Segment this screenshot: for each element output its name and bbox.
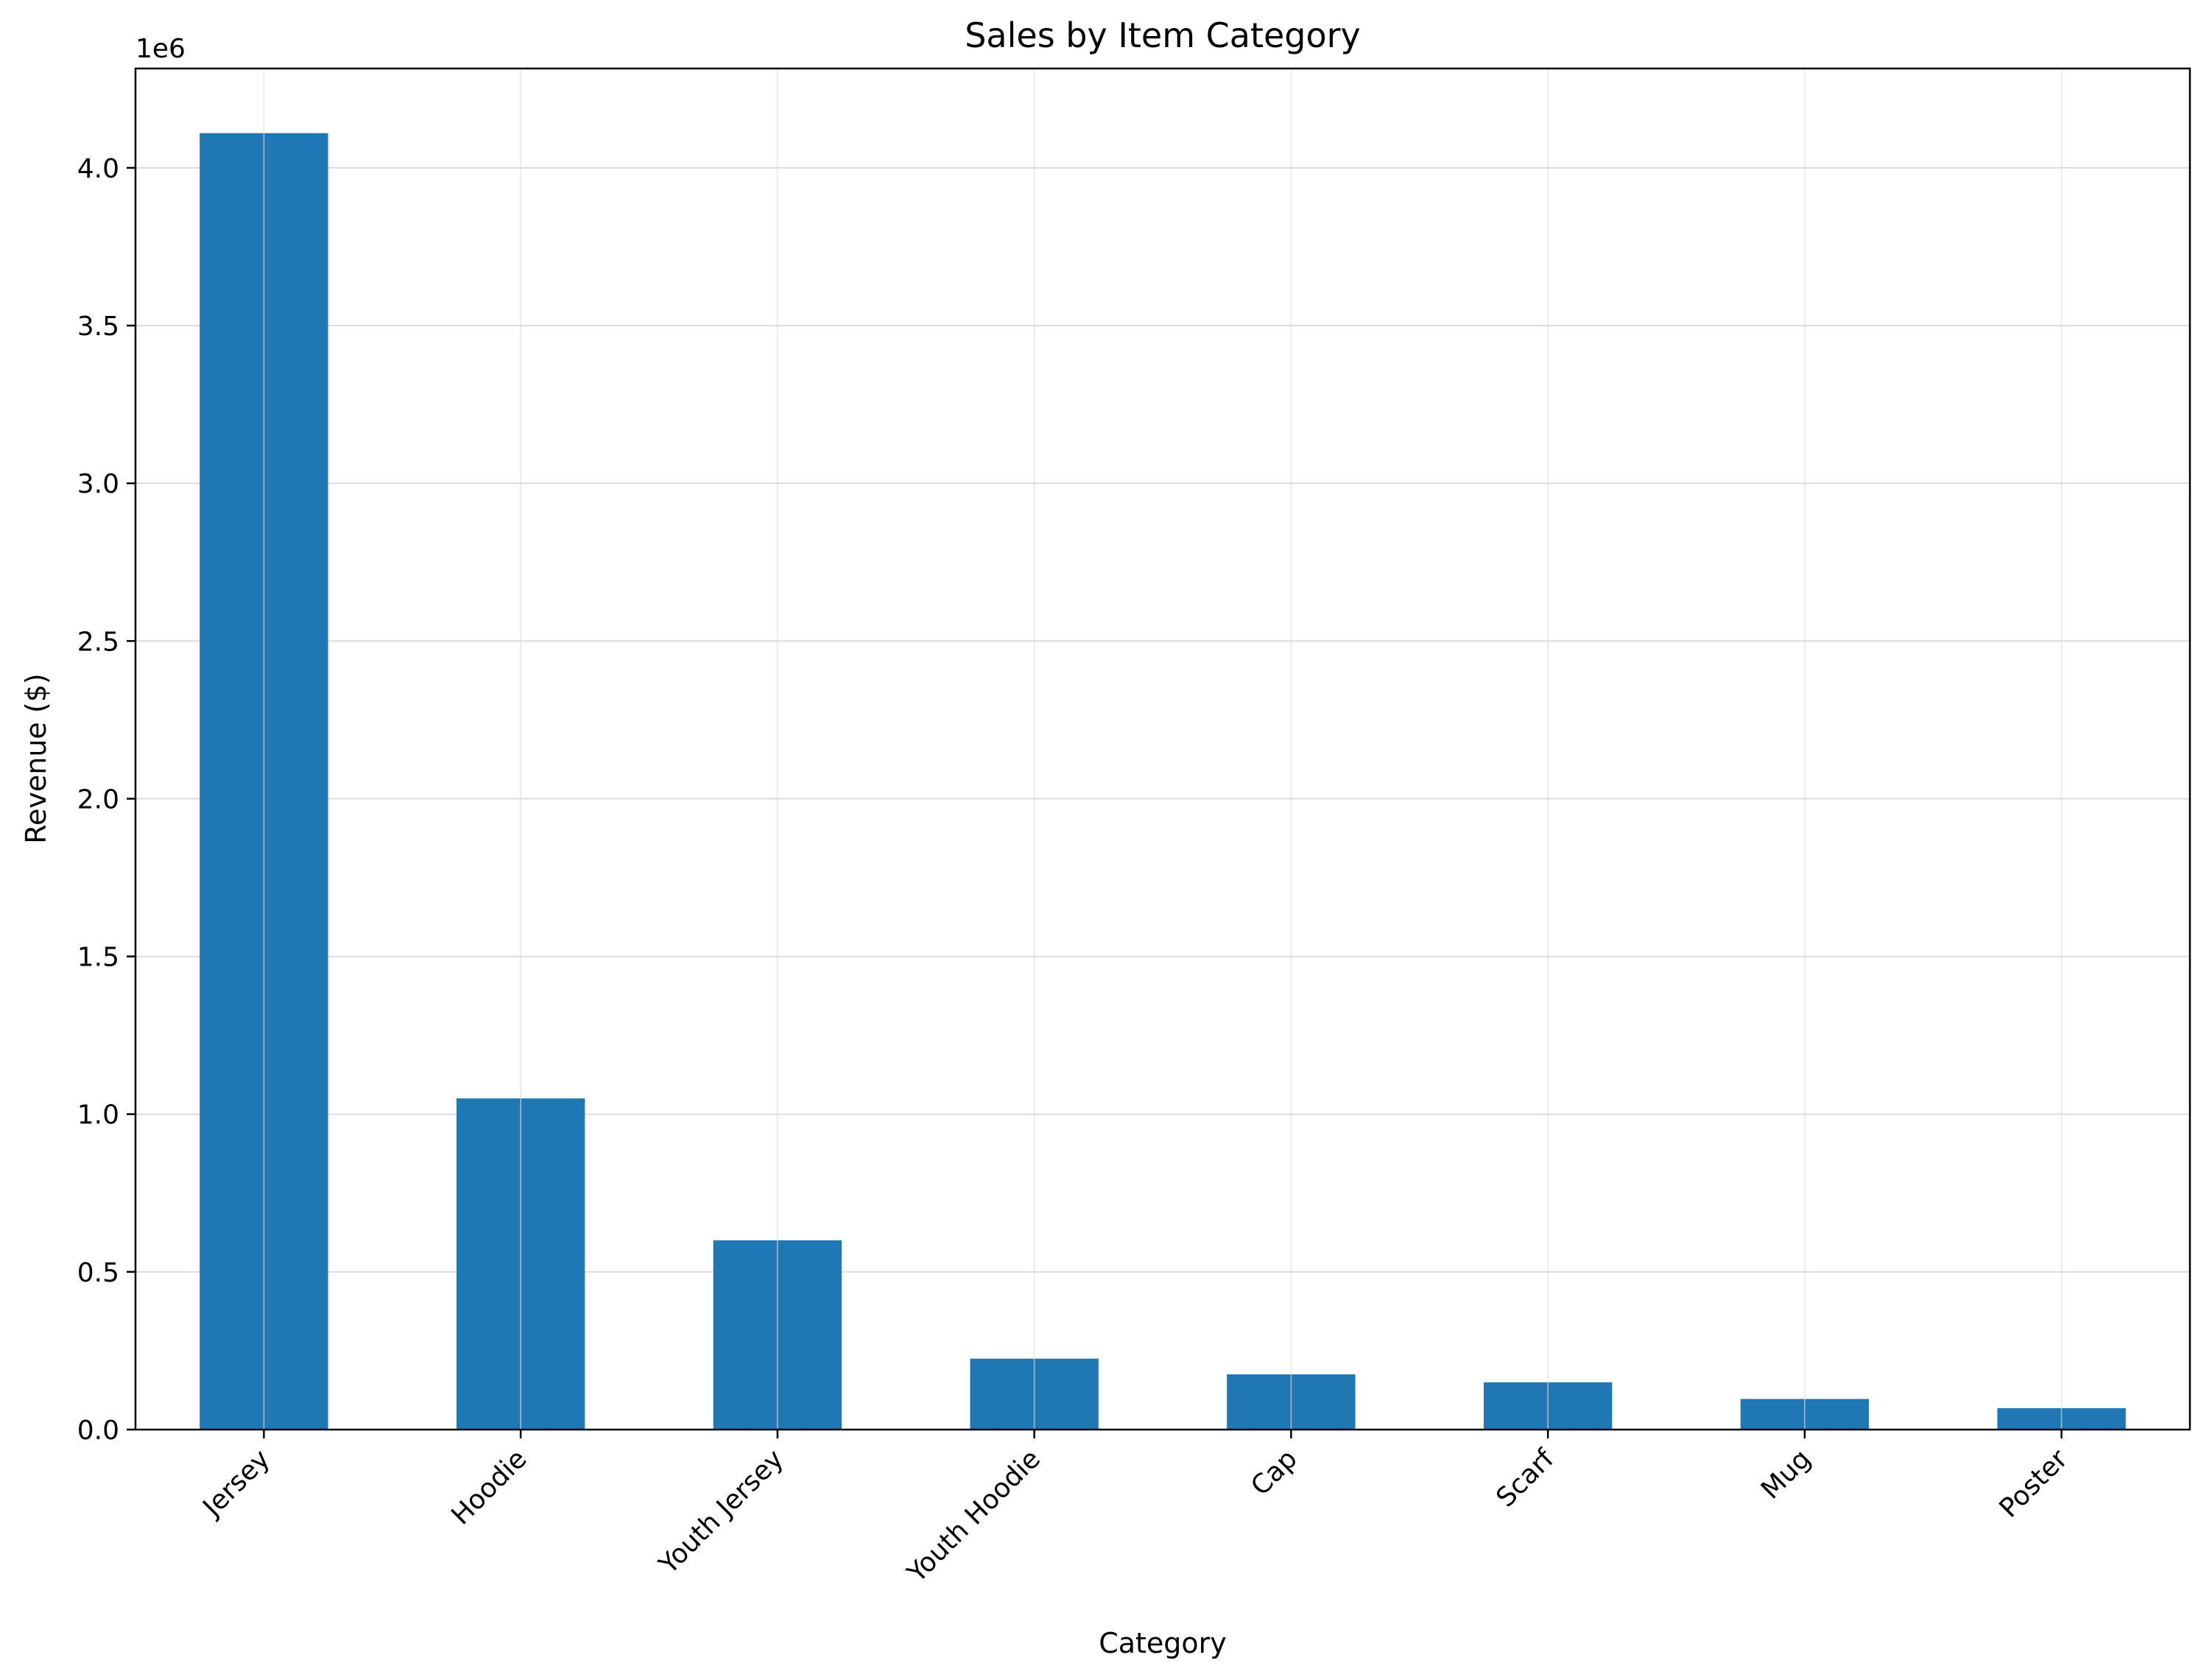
y-scale-label: 1e6 [135, 34, 186, 64]
y-tick-label: 3.5 [77, 312, 119, 342]
y-tick-label: 1.0 [77, 1100, 119, 1131]
y-tick-label: 0.0 [77, 1416, 119, 1446]
y-tick-label: 2.5 [77, 627, 119, 657]
y-tick-label: 3.0 [77, 469, 119, 499]
y-tick-label: 4.0 [77, 154, 119, 184]
bars-layer [200, 68, 2126, 1430]
x-axis-label: Category [1099, 1627, 1227, 1659]
y-tick-label: 2.0 [77, 784, 119, 815]
y-tick-label: 1.5 [77, 943, 119, 973]
plot-frame [134, 67, 2191, 1431]
y-tick-label: 0.5 [77, 1258, 119, 1288]
chart-title: Sales by Item Category [965, 15, 1361, 55]
y-axis-label: Revenue ($) [20, 673, 52, 843]
